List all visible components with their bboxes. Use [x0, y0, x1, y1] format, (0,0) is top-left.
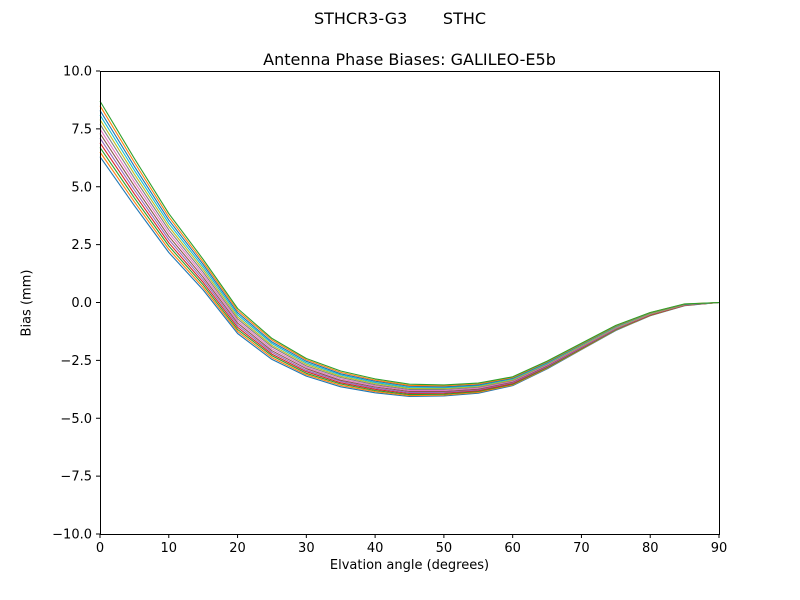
- y-tick-label: 0.0: [71, 296, 92, 311]
- y-tick-label: −7.5: [60, 470, 92, 485]
- figure-suptitle: STHCR3-G3 STHC: [313, 9, 487, 28]
- x-tick-label: 50: [436, 541, 453, 556]
- y-tick-label: 10.0: [63, 65, 92, 80]
- x-tick-label: 80: [642, 541, 659, 556]
- y-tick-label: −5.0: [60, 412, 92, 427]
- x-tick-label: 90: [711, 541, 728, 556]
- x-tick-label: 0: [96, 541, 104, 556]
- x-tick-label: 20: [229, 541, 246, 556]
- axes-frame: [100, 71, 720, 535]
- x-tick-label: 40: [367, 541, 384, 556]
- x-tick-label: 30: [298, 541, 315, 556]
- y-tick-label: 5.0: [71, 180, 92, 195]
- y-tick-label: −10.0: [52, 528, 92, 543]
- y-tick-label: 2.5: [71, 238, 92, 253]
- x-tick-label: 70: [573, 541, 590, 556]
- x-tick-label: 60: [504, 541, 521, 556]
- y-tick-label: −2.5: [60, 354, 92, 369]
- x-axis-label: Elvation angle (degrees): [329, 558, 490, 573]
- series-line: [99, 100, 720, 386]
- chart-title: Antenna Phase Biases: GALILEO-E5b: [263, 50, 556, 69]
- x-tick-label: 10: [161, 541, 178, 556]
- y-tick-label: 7.5: [71, 122, 92, 137]
